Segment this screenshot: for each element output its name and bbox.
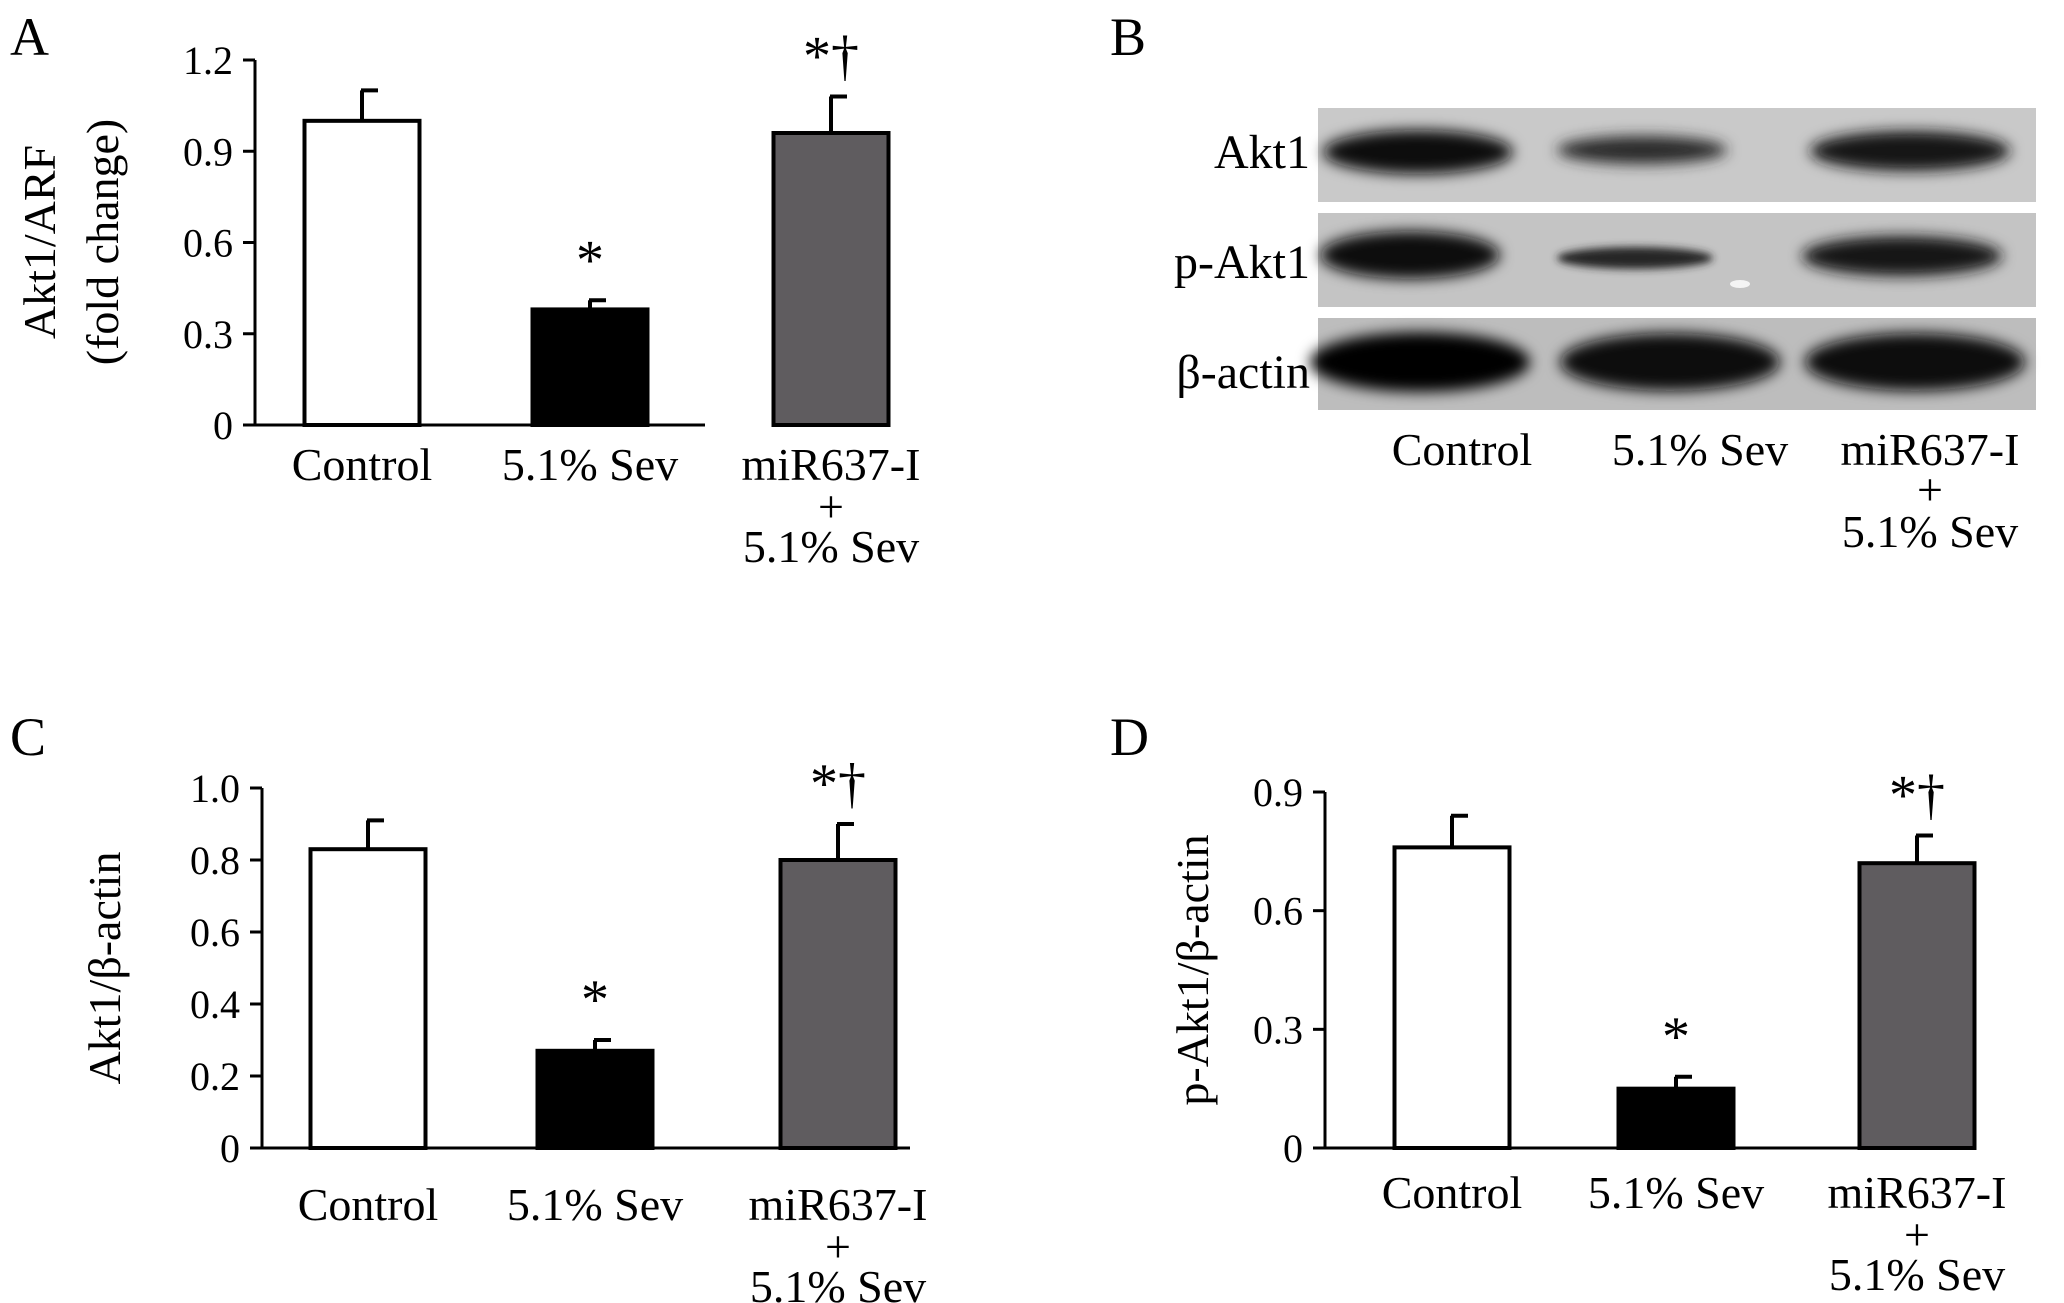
category-label: Control: [292, 439, 433, 490]
category-label: miR637-I: [749, 1179, 928, 1230]
significance-marker: *: [576, 229, 604, 291]
category-label: 5.1% Sev: [743, 521, 919, 572]
category-label: 5.1% Sev: [750, 1261, 926, 1303]
bar: [1857, 861, 1977, 1150]
category-label: +: [818, 481, 844, 532]
blot-row-akt1: Akt1: [1214, 108, 2036, 202]
band-pakt1-mir: [1802, 236, 2002, 276]
category-label: miR637-I: [742, 439, 921, 490]
blot-lane-label-mir-line3: 5.1% Sev: [1842, 506, 2018, 557]
category-label: miR637-I: [1828, 1167, 2007, 1218]
y-tick-label: 0.2: [190, 1054, 240, 1099]
panel-label-c: C: [10, 707, 46, 767]
y-tick-label: 1.2: [183, 38, 233, 83]
category-label: Control: [1382, 1167, 1523, 1218]
band-pakt1-sev: [1557, 247, 1713, 269]
band-actin-mir: [1805, 333, 2025, 391]
band-pakt1-control: [1320, 231, 1500, 279]
blot-lane-label-sev: 5.1% Sev: [1612, 424, 1788, 475]
band-actin-control: [1310, 332, 1530, 392]
panel-label-d: D: [1110, 707, 1149, 767]
y-tick-label: 1.0: [190, 766, 240, 811]
y-tick-label: 0.8: [190, 838, 240, 883]
bar: [302, 118, 422, 427]
y-tick-label: 0: [213, 403, 233, 448]
y-tick-label: 0.9: [1253, 770, 1303, 815]
blot-row-beta-actin: β-actin: [1176, 318, 2036, 410]
blot-lane-label-mir-line1: miR637-I: [1841, 424, 2020, 475]
category-label: 5.1% Sev: [1588, 1167, 1764, 1218]
chart-panel-d: D 0 0.3 0.6 0.9 p-Akt1/β-actin Control * 5.1% S…: [1110, 707, 2006, 1300]
y-axis-label: (fold change): [77, 119, 128, 366]
chart-panel-a: A 0 0.3 0.6 0.9 1.2 Akt1/ARF (fold change) Cont…: [10, 7, 920, 572]
blot-row-label-pakt1: p-Akt1: [1174, 236, 1310, 289]
category-label: 5.1% Sev: [502, 439, 678, 490]
blot-row-label-akt1: Akt1: [1214, 126, 1310, 179]
significance-marker: *: [1662, 1006, 1690, 1068]
bar: [308, 847, 428, 1150]
panel-label-b: B: [1110, 7, 1146, 67]
blot-lane-label-mir-line2: +: [1917, 464, 1943, 515]
category-label: 5.1% Sev: [507, 1179, 683, 1230]
y-axis-label: Akt1/β-actin: [79, 852, 130, 1085]
y-tick-label: 0.9: [183, 129, 233, 174]
y-tick-label: 0: [220, 1126, 240, 1171]
bar: [530, 307, 650, 427]
blot-artifact-spot: [1730, 280, 1750, 288]
band-actin-sev: [1560, 333, 1780, 391]
blot-row-pakt1: p-Akt1: [1174, 213, 2036, 307]
band-akt1-control: [1323, 130, 1513, 174]
category-label: +: [1904, 1209, 1930, 1260]
y-axis-label: p-Akt1/β-actin: [1167, 834, 1218, 1105]
y-tick-label: 0.6: [1253, 889, 1303, 934]
band-akt1-mir: [1810, 131, 2010, 171]
significance-marker: *†: [803, 26, 859, 88]
blot-lane-label-control: Control: [1392, 424, 1533, 475]
bar: [535, 1048, 655, 1151]
category-label: +: [825, 1221, 851, 1272]
bar: [1392, 845, 1512, 1151]
significance-marker: *†: [810, 753, 866, 815]
significance-marker: *: [581, 969, 609, 1031]
bar: [771, 131, 891, 427]
y-tick-label: 0: [1283, 1126, 1303, 1171]
bar: [1616, 1086, 1736, 1150]
y-tick-label: 0.3: [183, 312, 233, 357]
y-axis-label: Akt1/ARF: [14, 145, 65, 339]
panel-label-a: A: [10, 7, 49, 67]
band-akt1-sev: [1557, 136, 1727, 164]
western-blot-panel-b: B Akt1 p-Akt1 β-actin Control 5.1% Sev: [1110, 7, 2036, 557]
blot-row-label-beta-actin: β-actin: [1176, 346, 1310, 399]
blot-lane-labels: Control 5.1% Sev miR637-I + 5.1% Sev: [1392, 424, 2020, 557]
y-tick-label: 0.6: [183, 221, 233, 266]
category-label: Control: [298, 1179, 439, 1230]
y-tick-label: 0.3: [1253, 1007, 1303, 1052]
y-tick-label: 0.4: [190, 982, 240, 1027]
bar: [778, 858, 898, 1150]
category-label: 5.1% Sev: [1829, 1249, 2005, 1300]
chart-panel-c: C 0 0.2 0.4 0.6 0.8 1.0 Akt1/β-actin Control * 5.…: [10, 707, 927, 1303]
significance-marker: *†: [1889, 765, 1945, 827]
y-tick-label: 0.6: [190, 910, 240, 955]
